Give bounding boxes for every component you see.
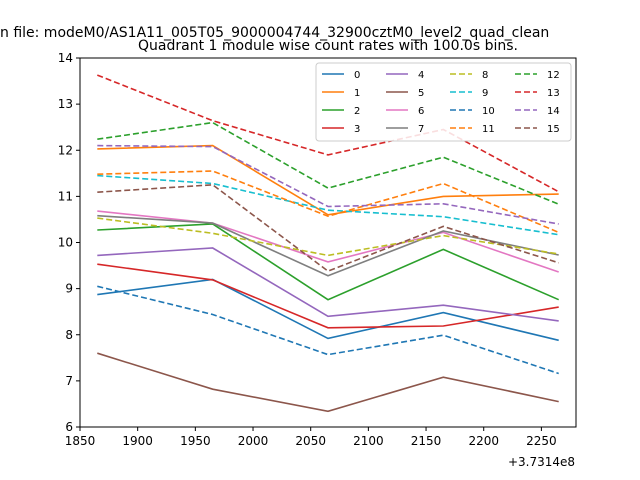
x-tick-label: 1900	[122, 434, 153, 448]
x-tick-label: 2100	[353, 434, 384, 448]
series-line-4	[97, 247, 559, 322]
series-line-2	[97, 223, 560, 301]
y-tick-label: 8	[65, 328, 73, 342]
y-tick-label: 13	[58, 97, 73, 111]
legend-label-11: 11	[482, 124, 495, 135]
figure-suptitle: n file: modeM0/AS1A11_005T05_9000004744_…	[0, 25, 549, 41]
legend-label-10: 10	[482, 106, 495, 117]
y-tick-label: 9	[65, 282, 73, 296]
legend-label-12: 12	[547, 70, 560, 81]
series-line-5	[97, 352, 559, 413]
series-line-8	[97, 217, 559, 257]
legend-label-9: 9	[482, 88, 488, 99]
legend-label-8: 8	[482, 70, 488, 81]
plot-frame	[79, 57, 577, 428]
legend-label-3: 3	[354, 124, 360, 135]
y-tick-label: 11	[58, 189, 73, 203]
legend-label-2: 2	[354, 106, 360, 117]
y-tick-label: 6	[65, 420, 73, 434]
series-line-12	[97, 121, 560, 205]
x-tick-label: 2000	[238, 434, 269, 448]
series-line-1	[97, 144, 559, 216]
x-tick-label: 1950	[180, 434, 211, 448]
x-axis-offset-label: +3.7314e8	[508, 455, 575, 469]
legend-label-14: 14	[547, 106, 560, 117]
series-line-3	[97, 263, 559, 329]
legend-label-13: 13	[547, 88, 560, 99]
legend-box	[315, 62, 572, 142]
legend-label-4: 4	[418, 70, 424, 81]
y-tick-label: 14	[58, 51, 73, 65]
legend-label-1: 1	[354, 88, 360, 99]
y-tick-label: 7	[65, 374, 73, 388]
x-tick-label: 1850	[65, 434, 96, 448]
series-line-10	[97, 285, 559, 375]
series-line-9	[97, 174, 559, 236]
series-lines	[97, 74, 560, 413]
x-tick-label: 2150	[411, 434, 442, 448]
legend-label-15: 15	[547, 124, 560, 135]
axes: 1850 1900 1950 2000 2050 2100 2150 2200 22506789…	[58, 51, 557, 448]
y-tick-label: 12	[58, 143, 73, 157]
y-tick-label: 10	[58, 236, 73, 250]
legend-label-6: 6	[418, 106, 424, 117]
x-tick-label: 2250	[526, 434, 557, 448]
legend-label-0: 0	[354, 70, 360, 81]
series-line-11	[97, 170, 560, 234]
legend-label-5: 5	[418, 88, 424, 99]
x-tick-label: 2050	[295, 434, 326, 448]
series-line-13	[97, 74, 560, 193]
legend-label-7: 7	[418, 124, 424, 135]
series-line-6	[97, 210, 559, 273]
chart-title: Quadrant 1 module wise count rates with …	[138, 38, 518, 54]
x-tick-label: 2200	[468, 434, 499, 448]
series-line-0	[97, 278, 559, 342]
series-line-14	[97, 144, 559, 225]
series-line-15	[97, 183, 559, 273]
